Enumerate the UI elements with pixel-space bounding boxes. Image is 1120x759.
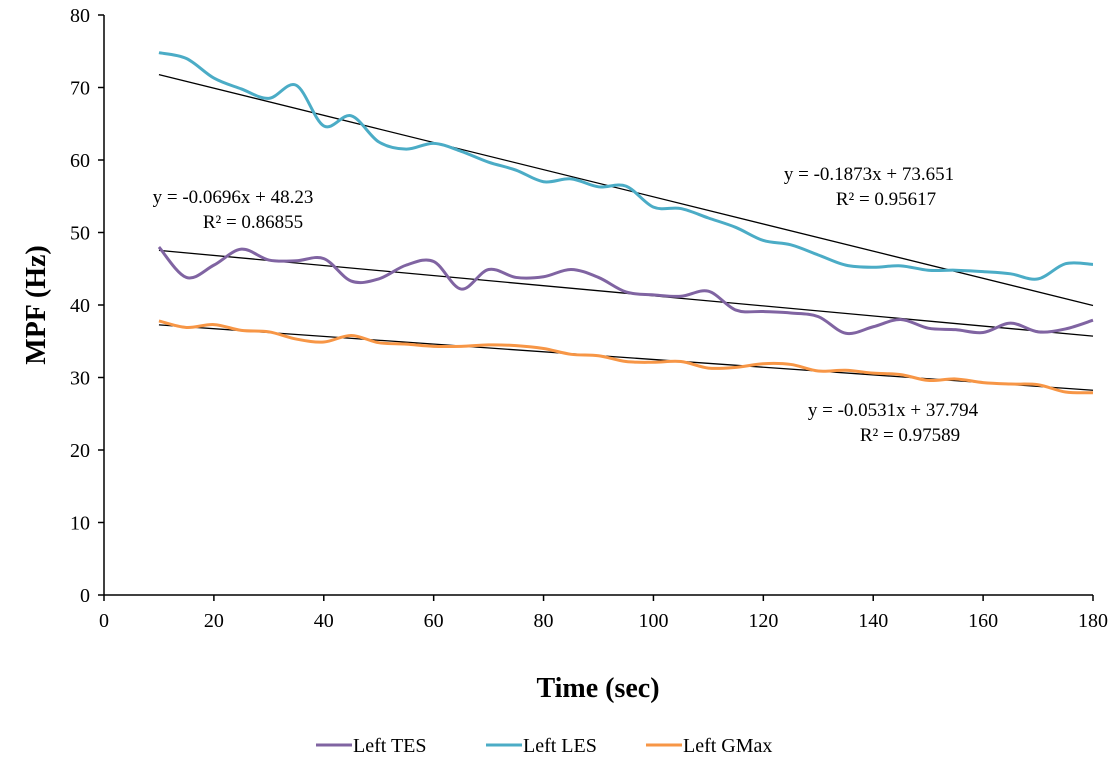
y-axis-title: MPF (Hz) — [21, 245, 52, 364]
les-trend-equation: y = -0.1873x + 73.651 — [784, 164, 954, 185]
gmax-trend-equation: y = -0.0531x + 37.794 — [808, 400, 979, 421]
x-axis-ticks: 0 20 40 60 80 100 120 140 160 180 — [99, 595, 1108, 632]
y-tick-label: 60 — [70, 150, 90, 172]
y-tick-label: 30 — [70, 368, 90, 390]
y-tick-label: 20 — [70, 440, 90, 462]
x-tick-label: 140 — [858, 610, 888, 632]
y-tick-label: 80 — [70, 5, 90, 27]
x-tick-label: 180 — [1078, 610, 1108, 632]
x-tick-label: 20 — [204, 610, 224, 632]
legend-label-gmax: Left GMax — [683, 735, 772, 757]
y-tick-label: 40 — [70, 295, 90, 317]
series-line-1 — [158, 51, 1094, 281]
x-tick-label: 80 — [534, 610, 554, 632]
legend-label-les: Left LES — [523, 735, 597, 757]
tes-trend-r2: R² = 0.86855 — [203, 212, 303, 233]
trendline-2 — [158, 324, 1094, 391]
y-tick-label: 10 — [70, 513, 90, 535]
y-axis-ticks: 0 10 20 30 40 50 60 70 80 — [70, 5, 104, 607]
x-axis-title: Time (sec) — [536, 673, 659, 704]
les-trend-r2: R² = 0.95617 — [836, 189, 936, 210]
gmax-trend-r2: R² = 0.97589 — [860, 425, 960, 446]
y-tick-label: 50 — [70, 223, 90, 245]
x-tick-label: 120 — [748, 610, 778, 632]
y-tick-label: 0 — [80, 585, 90, 607]
series-line-0 — [157, 245, 1094, 336]
tes-trend-equation: y = -0.0696x + 48.23 — [153, 187, 314, 208]
series-line-2 — [158, 319, 1094, 395]
legend: Left TES Left LES Left GMax — [316, 735, 772, 757]
y-tick-label: 70 — [70, 78, 90, 100]
x-tick-label: 60 — [424, 610, 444, 632]
legend-label-tes: Left TES — [353, 735, 427, 757]
x-tick-label: 40 — [314, 610, 334, 632]
x-tick-label: 0 — [99, 610, 109, 632]
x-tick-label: 160 — [968, 610, 998, 632]
series-lines — [157, 51, 1094, 395]
x-tick-label: 100 — [638, 610, 668, 632]
